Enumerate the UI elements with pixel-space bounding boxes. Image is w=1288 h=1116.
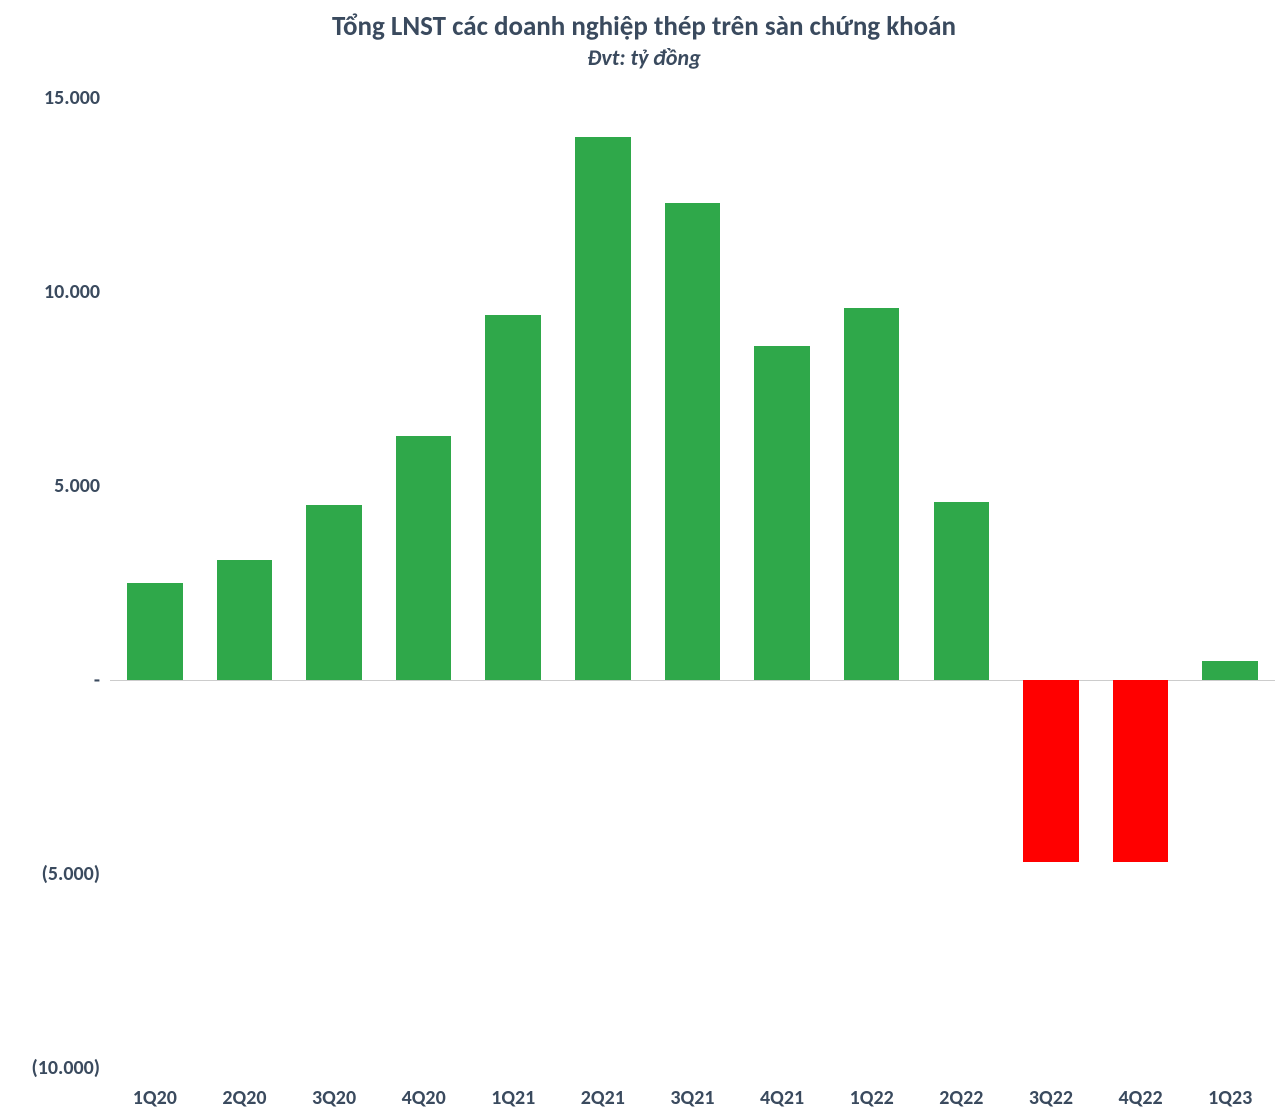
y-tick-label: 5.000 [54, 474, 100, 498]
plot-area: (10.000)(5.000)-5.00010.00015.0001Q202Q2… [110, 98, 1275, 1068]
bar [575, 137, 631, 680]
x-tick-label: 2Q21 [558, 1086, 648, 1110]
y-tick-label: - [94, 668, 100, 692]
bar [217, 560, 273, 680]
x-tick-label: 4Q21 [737, 1086, 827, 1110]
x-tick-label: 1Q22 [827, 1086, 917, 1110]
bar [754, 346, 810, 680]
x-tick-label: 4Q20 [379, 1086, 469, 1110]
x-tick-label: 4Q22 [1096, 1086, 1186, 1110]
y-tick-label: (5.000) [42, 862, 100, 886]
bar [127, 583, 183, 680]
chart-subtitle: Đvt: tỷ đồng [0, 44, 1288, 71]
x-tick-label: 3Q21 [648, 1086, 738, 1110]
x-tick-label: 3Q20 [289, 1086, 379, 1110]
bar [306, 505, 362, 680]
bar [1113, 680, 1169, 862]
x-tick-label: 3Q22 [1006, 1086, 1096, 1110]
x-tick-label: 2Q20 [200, 1086, 290, 1110]
x-tick-label: 1Q23 [1185, 1086, 1275, 1110]
chart-container: Tổng LNST các doanh nghiệp thép trên sàn… [0, 0, 1288, 1116]
bar [665, 203, 721, 680]
x-tick-label: 1Q20 [110, 1086, 200, 1110]
x-tick-label: 2Q22 [917, 1086, 1007, 1110]
bar [1023, 680, 1079, 862]
bar [934, 502, 990, 680]
zero-line [110, 680, 1275, 681]
chart-title: Tổng LNST các doanh nghiệp thép trên sàn… [0, 10, 1288, 43]
y-tick-label: (10.000) [32, 1056, 101, 1080]
y-tick-label: 15.000 [44, 86, 100, 110]
bar [485, 315, 541, 680]
y-tick-label: 10.000 [44, 280, 100, 304]
bar [844, 308, 900, 680]
bar [1202, 661, 1258, 680]
x-tick-label: 1Q21 [468, 1086, 558, 1110]
bar [396, 436, 452, 680]
